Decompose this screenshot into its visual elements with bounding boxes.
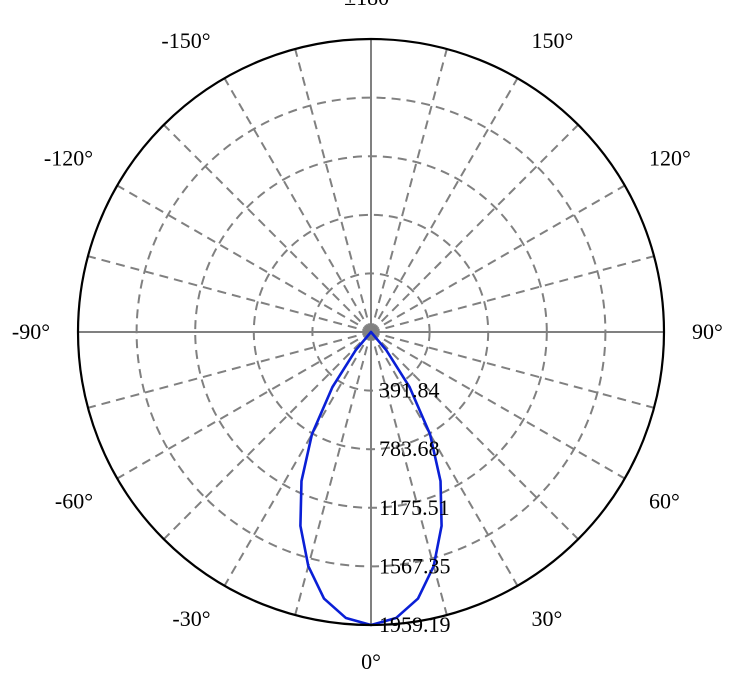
radial-tick-label: 1175.51 [379,495,450,520]
grid-spoke [117,186,371,333]
grid-spoke [371,186,625,333]
angle-tick-label: -150° [161,28,210,53]
grid-spoke [164,125,371,332]
angle-tick-label: -60° [55,489,93,514]
grid-spoke [371,125,578,332]
grid-spoke [371,49,447,332]
grid-spoke [88,256,371,332]
grid-spoke [164,332,371,539]
angle-tick-label: 30° [532,606,563,631]
angle-tick-label: ±180° [344,0,398,10]
angle-tick-label: 0° [361,649,381,674]
angle-tick-label: 120° [649,146,691,171]
grid-spoke [225,332,372,586]
radial-labels: 391.84 783.68 1175.51 1567.35 1959.19 [379,378,451,637]
angle-tick-label: 150° [532,28,574,53]
radial-tick-label: 783.68 [379,436,440,461]
radial-tick-label: 391.84 [379,378,440,403]
angle-tick-label: 90° [692,319,723,344]
grid-spoke [371,256,654,332]
grid-spoke [371,78,518,332]
angle-tick-label: -90° [12,319,50,344]
angle-tick-label: 60° [649,489,680,514]
angle-tick-label: -30° [172,606,210,631]
angle-tick-label: -120° [44,146,93,171]
radial-tick-label: 1567.35 [379,553,451,578]
polar-chart: 391.84 783.68 1175.51 1567.35 1959.19 0° 30° 60… [0,0,736,691]
grid-spoke [295,49,371,332]
grid-spoke [225,78,372,332]
radial-tick-label: 1959.19 [379,612,451,637]
grid-spoke [117,332,371,479]
grid-spoke [295,332,371,615]
